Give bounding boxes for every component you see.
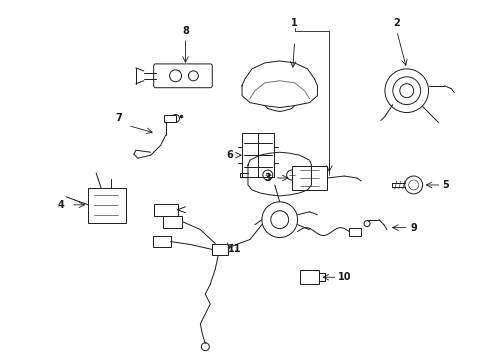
Text: 3: 3 bbox=[264, 173, 271, 183]
Text: 4: 4 bbox=[58, 200, 65, 210]
Bar bbox=[163, 114, 175, 122]
FancyBboxPatch shape bbox=[153, 64, 212, 88]
Bar bbox=[299, 270, 319, 284]
Bar bbox=[212, 243, 228, 255]
Text: 10: 10 bbox=[337, 272, 350, 282]
Text: 5: 5 bbox=[441, 180, 448, 190]
Text: 11: 11 bbox=[228, 244, 242, 255]
Bar bbox=[291, 166, 326, 190]
Text: 1: 1 bbox=[291, 18, 297, 28]
Text: 8: 8 bbox=[182, 26, 188, 36]
Text: 6: 6 bbox=[226, 150, 233, 160]
Text: 7: 7 bbox=[115, 113, 122, 123]
Bar bbox=[152, 235, 170, 247]
Bar bbox=[153, 204, 177, 216]
Bar bbox=[88, 188, 126, 223]
Text: 9: 9 bbox=[409, 222, 416, 233]
Bar bbox=[242, 133, 273, 177]
Bar bbox=[348, 228, 360, 235]
Text: 2: 2 bbox=[393, 18, 399, 28]
Bar bbox=[163, 216, 182, 228]
